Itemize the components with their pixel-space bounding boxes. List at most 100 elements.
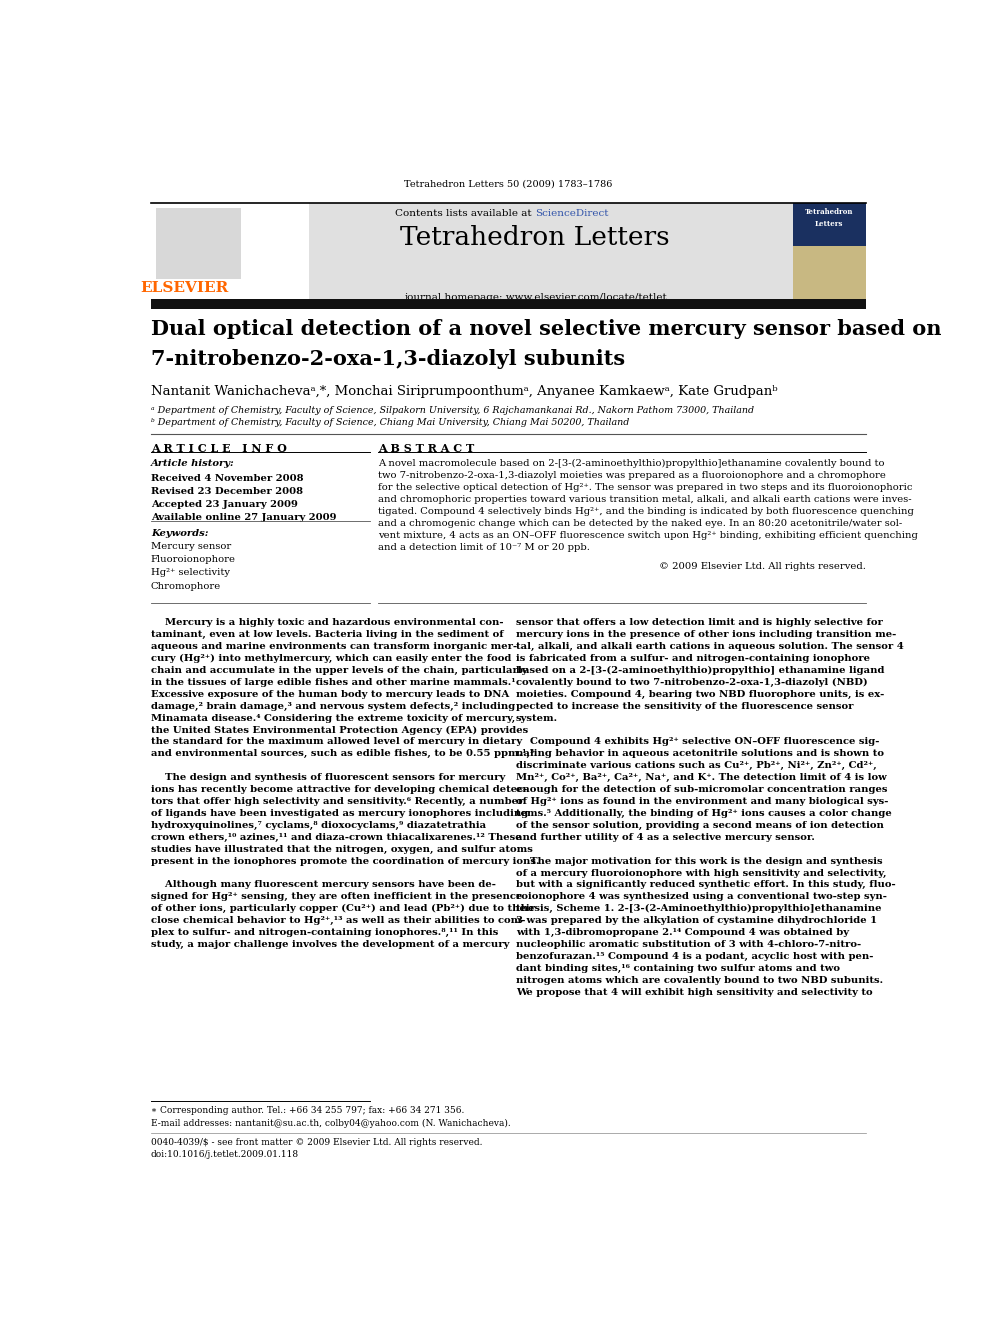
Text: 0040-4039/$ - see front matter © 2009 Elsevier Ltd. All rights reserved.: 0040-4039/$ - see front matter © 2009 El… — [151, 1138, 482, 1147]
Text: taminant, even at low levels. Bacteria living in the sediment of: taminant, even at low levels. Bacteria l… — [151, 630, 504, 639]
Text: Contents lists available at: Contents lists available at — [396, 209, 536, 218]
Text: nitrogen atoms which are covalently bound to two NBD subunits.: nitrogen atoms which are covalently boun… — [516, 976, 883, 984]
Text: Available online 27 January 2009: Available online 27 January 2009 — [151, 513, 336, 523]
Text: Keywords:: Keywords: — [151, 529, 208, 537]
Text: Hg²⁺ selectivity: Hg²⁺ selectivity — [151, 569, 230, 577]
Text: pected to increase the sensitivity of the fluorescence sensor: pected to increase the sensitivity of th… — [516, 701, 853, 710]
Text: and a detection limit of 10⁻⁷ M or 20 ppb.: and a detection limit of 10⁻⁷ M or 20 pp… — [378, 544, 589, 553]
Text: the standard for the maximum allowed level of mercury in dietary: the standard for the maximum allowed lev… — [151, 737, 522, 746]
Text: Mn²⁺, Co²⁺, Ba²⁺, Ca²⁺, Na⁺, and K⁺. The detection limit of 4 is low: Mn²⁺, Co²⁺, Ba²⁺, Ca²⁺, Na⁺, and K⁺. The… — [516, 773, 887, 782]
Text: The design and synthesis of fluorescent sensors for mercury: The design and synthesis of fluorescent … — [151, 773, 505, 782]
Text: Nantanit Wanichachevaᵃ,*, Monchai Siriprumpoonthumᵃ, Anyanee Kamkaewᵃ, Kate Grud: Nantanit Wanichachevaᵃ,*, Monchai Siripr… — [151, 385, 778, 398]
Text: E-mail addresses: nantanit@su.ac.th, colby04@yahoo.com (N. Wanichacheva).: E-mail addresses: nantanit@su.ac.th, col… — [151, 1118, 511, 1127]
Text: of ligands have been investigated as mercury ionophores including: of ligands have been investigated as mer… — [151, 808, 528, 818]
Text: Accepted 23 January 2009: Accepted 23 January 2009 — [151, 500, 298, 509]
Text: Although many fluorescent mercury sensors have been de-: Although many fluorescent mercury sensor… — [151, 880, 496, 889]
Text: sensor that offers a low detection limit and is highly selective for: sensor that offers a low detection limit… — [516, 618, 883, 627]
Text: with 1,3-dibromopropane 2.¹⁴ Compound 4 was obtained by: with 1,3-dibromopropane 2.¹⁴ Compound 4 … — [516, 929, 849, 937]
Text: ScienceDirect: ScienceDirect — [536, 209, 609, 218]
Text: the United States Environmental Protection Agency (EPA) provides: the United States Environmental Protecti… — [151, 725, 528, 734]
Text: 3 was prepared by the alkylation of cystamine dihydrochloride 1: 3 was prepared by the alkylation of cyst… — [516, 916, 877, 925]
Text: plex to sulfur- and nitrogen-containing ionophores.⁸,¹¹ In this: plex to sulfur- and nitrogen-containing … — [151, 929, 498, 937]
Text: and a chromogenic change which can be detected by the naked eye. In an 80:20 ace: and a chromogenic change which can be de… — [378, 520, 902, 528]
Text: in the tissues of large edible fishes and other marine mammals.¹: in the tissues of large edible fishes an… — [151, 677, 516, 687]
Text: nucleophilic aromatic substitution of 3 with 4-chloro-7-nitro-: nucleophilic aromatic substitution of 3 … — [516, 941, 861, 949]
Text: ᵇ Department of Chemistry, Faculty of Science, Chiang Mai University, Chiang Mai: ᵇ Department of Chemistry, Faculty of Sc… — [151, 418, 629, 426]
Text: damage,² brain damage,³ and nervous system defects,² including: damage,² brain damage,³ and nervous syst… — [151, 701, 515, 710]
Text: hydroxyquinolines,⁷ cyclams,⁸ dioxocyclams,⁹ diazatetrathia: hydroxyquinolines,⁷ cyclams,⁸ dioxocycla… — [151, 820, 486, 830]
Text: crown ethers,¹⁰ azines,¹¹ and diaza-crown thiacalixarenes.¹² These: crown ethers,¹⁰ azines,¹¹ and diaza-crow… — [151, 832, 522, 841]
Text: thesis, Scheme 1. 2-[3-(2-Aminoethylthio)propylthio]ethanamine: thesis, Scheme 1. 2-[3-(2-Aminoethylthio… — [516, 904, 882, 913]
FancyBboxPatch shape — [157, 208, 241, 279]
Text: of Hg²⁺ ions as found in the environment and many biological sys-: of Hg²⁺ ions as found in the environment… — [516, 796, 889, 806]
Text: close chemical behavior to Hg²⁺,¹³ as well as their abilities to com-: close chemical behavior to Hg²⁺,¹³ as we… — [151, 916, 526, 925]
Text: ELSEVIER: ELSEVIER — [140, 280, 228, 295]
FancyBboxPatch shape — [793, 202, 866, 299]
Text: covalently bound to two 7-nitrobenzo-2-oxa-1,3-diazolyl (NBD): covalently bound to two 7-nitrobenzo-2-o… — [516, 677, 868, 687]
Text: doi:10.1016/j.tetlet.2009.01.118: doi:10.1016/j.tetlet.2009.01.118 — [151, 1150, 299, 1159]
Text: tems.⁵ Additionally, the binding of Hg²⁺ ions causes a color change: tems.⁵ Additionally, the binding of Hg²⁺… — [516, 808, 892, 818]
FancyBboxPatch shape — [151, 202, 309, 299]
Text: signed for Hg²⁺ sensing, they are often inefficient in the presence: signed for Hg²⁺ sensing, they are often … — [151, 892, 522, 901]
Text: mercury ions in the presence of other ions including transition me-: mercury ions in the presence of other io… — [516, 630, 897, 639]
Text: A novel macromolecule based on 2-[3-(2-aminoethylthio)propylthio]ethanamine cova: A novel macromolecule based on 2-[3-(2-a… — [378, 459, 884, 468]
Text: Minamata disease.⁴ Considering the extreme toxicity of mercury,: Minamata disease.⁴ Considering the extre… — [151, 713, 515, 722]
Text: moieties. Compound 4, bearing two NBD fluorophore units, is ex-: moieties. Compound 4, bearing two NBD fl… — [516, 689, 884, 699]
Text: Tetrahedron Letters: Tetrahedron Letters — [401, 225, 671, 250]
Text: We propose that 4 will exhibit high sensitivity and selectivity to: We propose that 4 will exhibit high sens… — [516, 988, 873, 996]
Text: chain and accumulate in the upper levels of the chain, particularly: chain and accumulate in the upper levels… — [151, 665, 528, 675]
Text: and environmental sources, such as edible fishes, to be 0.55 ppm.¹,⁵: and environmental sources, such as edibl… — [151, 749, 534, 758]
Text: 7-nitrobenzo-2-oxa-1,3-diazolyl subunits: 7-nitrobenzo-2-oxa-1,3-diazolyl subunits — [151, 349, 625, 369]
Text: studies have illustrated that the nitrogen, oxygen, and sulfur atoms: studies have illustrated that the nitrog… — [151, 844, 533, 853]
Text: Dual optical detection of a novel selective mercury sensor based on: Dual optical detection of a novel select… — [151, 319, 941, 339]
Text: Article history:: Article history: — [151, 459, 235, 468]
Text: for the selective optical detection of Hg²⁺. The sensor was prepared in two step: for the selective optical detection of H… — [378, 483, 913, 492]
Text: Revised 23 December 2008: Revised 23 December 2008 — [151, 487, 303, 496]
Text: and chromophoric properties toward various transition metal, alkali, and alkali : and chromophoric properties toward vario… — [378, 495, 912, 504]
Text: is fabricated from a sulfur- and nitrogen-containing ionophore: is fabricated from a sulfur- and nitroge… — [516, 654, 870, 663]
Text: present in the ionophores promote the coordination of mercury ions.: present in the ionophores promote the co… — [151, 856, 540, 865]
Text: Mercury is a highly toxic and hazardous environmental con-: Mercury is a highly toxic and hazardous … — [151, 618, 503, 627]
Text: A R T I C L E   I N F O: A R T I C L E I N F O — [151, 443, 287, 454]
Text: and further utility of 4 as a selective mercury sensor.: and further utility of 4 as a selective … — [516, 832, 815, 841]
Text: enough for the detection of sub-micromolar concentration ranges: enough for the detection of sub-micromol… — [516, 785, 888, 794]
Text: Excessive exposure of the human body to mercury leads to DNA: Excessive exposure of the human body to … — [151, 689, 509, 699]
Text: of a mercury fluoroionophore with high sensitivity and selectivity,: of a mercury fluoroionophore with high s… — [516, 868, 887, 877]
Text: cury (Hg²⁺) into methylmercury, which can easily enter the food: cury (Hg²⁺) into methylmercury, which ca… — [151, 654, 511, 663]
Text: of other ions, particularly copper (Cu²⁺) and lead (Pb²⁺) due to their: of other ions, particularly copper (Cu²⁺… — [151, 904, 535, 913]
Text: journal homepage: www.elsevier.com/locate/tetlet: journal homepage: www.elsevier.com/locat… — [404, 294, 667, 302]
Text: roionophore 4 was synthesized using a conventional two-step syn-: roionophore 4 was synthesized using a co… — [516, 892, 887, 901]
Text: study, a major challenge involves the development of a mercury: study, a major challenge involves the de… — [151, 941, 509, 949]
Text: Tetrahedron Letters 50 (2009) 1783–1786: Tetrahedron Letters 50 (2009) 1783–1786 — [404, 179, 613, 188]
Text: Chromophore: Chromophore — [151, 582, 221, 590]
Text: two 7-nitrobenzo-2-oxa-1,3-diazolyl moieties was prepared as a fluoroionophore a: two 7-nitrobenzo-2-oxa-1,3-diazolyl moie… — [378, 471, 886, 480]
Text: but with a significantly reduced synthetic effort. In this study, fluo-: but with a significantly reduced synthet… — [516, 880, 896, 889]
Text: Tetrahedron: Tetrahedron — [805, 208, 853, 216]
Text: ions has recently become attractive for developing chemical detec-: ions has recently become attractive for … — [151, 785, 527, 794]
Text: naling behavior in aqueous acetonitrile solutions and is shown to: naling behavior in aqueous acetonitrile … — [516, 749, 884, 758]
Text: Fluoroionophore: Fluoroionophore — [151, 556, 236, 564]
Text: ∗ Corresponding author. Tel.: +66 34 255 797; fax: +66 34 271 356.: ∗ Corresponding author. Tel.: +66 34 255… — [151, 1106, 464, 1115]
Text: A B S T R A C T: A B S T R A C T — [378, 443, 474, 454]
Text: © 2009 Elsevier Ltd. All rights reserved.: © 2009 Elsevier Ltd. All rights reserved… — [659, 561, 866, 570]
Text: Mercury sensor: Mercury sensor — [151, 542, 231, 550]
Text: vent mixture, 4 acts as an ON–OFF fluorescence switch upon Hg²⁺ binding, exhibit: vent mixture, 4 acts as an ON–OFF fluore… — [378, 532, 918, 540]
Text: system.: system. — [516, 713, 558, 722]
Text: ᵃ Department of Chemistry, Faculty of Science, Silpakorn University, 6 Rajchaman: ᵃ Department of Chemistry, Faculty of Sc… — [151, 406, 754, 415]
Text: tigated. Compound 4 selectively binds Hg²⁺, and the binding is indicated by both: tigated. Compound 4 selectively binds Hg… — [378, 507, 914, 516]
FancyBboxPatch shape — [793, 246, 866, 299]
Text: based on a 2-[3-(2-aminoethylthio)propylthio] ethanamine ligand: based on a 2-[3-(2-aminoethylthio)propyl… — [516, 665, 885, 675]
Text: dant binding sites,¹⁶ containing two sulfur atoms and two: dant binding sites,¹⁶ containing two sul… — [516, 964, 840, 972]
Text: discriminate various cations such as Cu²⁺, Pb²⁺, Ni²⁺, Zn²⁺, Cd²⁺,: discriminate various cations such as Cu²… — [516, 761, 877, 770]
Text: Letters: Letters — [814, 220, 843, 228]
Text: aqueous and marine environments can transform inorganic mer-: aqueous and marine environments can tran… — [151, 642, 517, 651]
FancyBboxPatch shape — [151, 202, 866, 299]
Text: benzofurazan.¹⁵ Compound 4 is a podant, acyclic host with pen-: benzofurazan.¹⁵ Compound 4 is a podant, … — [516, 953, 874, 960]
Text: tors that offer high selectivity and sensitivity.⁶ Recently, a number: tors that offer high selectivity and sen… — [151, 796, 524, 806]
Text: Compound 4 exhibits Hg²⁺ selective ON–OFF fluorescence sig-: Compound 4 exhibits Hg²⁺ selective ON–OF… — [516, 737, 880, 746]
Text: Received 4 November 2008: Received 4 November 2008 — [151, 474, 304, 483]
Text: of the sensor solution, providing a second means of ion detection: of the sensor solution, providing a seco… — [516, 820, 884, 830]
Text: The major motivation for this work is the design and synthesis: The major motivation for this work is th… — [516, 856, 883, 865]
FancyBboxPatch shape — [151, 299, 866, 308]
Text: tal, alkali, and alkali earth cations in aqueous solution. The sensor 4: tal, alkali, and alkali earth cations in… — [516, 642, 904, 651]
